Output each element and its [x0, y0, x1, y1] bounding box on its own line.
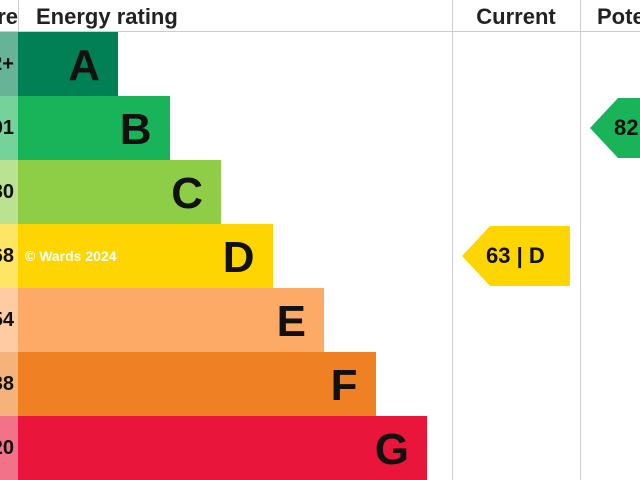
score-cell: [0, 96, 18, 160]
band-bar: [18, 160, 221, 224]
score-cell: [0, 224, 18, 288]
band-bar: [18, 32, 118, 96]
band-bar: [18, 288, 324, 352]
band-letter: A: [68, 41, 100, 90]
score-cell: [0, 32, 18, 96]
score-cell: [0, 352, 18, 416]
watermark: © Wards 2024: [25, 248, 117, 264]
current-arrow: 63 | D: [462, 226, 570, 286]
band-letter: B: [119, 105, 152, 154]
score-cell: [0, 160, 18, 224]
header-line: [0, 31, 640, 32]
band-bar: [18, 416, 427, 480]
score-range: 92+: [0, 53, 14, 75]
score-header: Score: [0, 4, 18, 29]
score-cell: [0, 288, 18, 352]
band-letter: D: [222, 233, 255, 282]
band-bar: [18, 96, 170, 160]
band-bar: [18, 352, 376, 416]
score-cell: [0, 416, 18, 480]
band-bar: [18, 224, 273, 288]
band-letter: E: [276, 297, 306, 346]
score-range: 39-54: [0, 309, 14, 331]
score-range: 1-20: [0, 437, 14, 459]
rating-header: Energy rating: [36, 4, 178, 29]
potential-header: Potential: [597, 4, 640, 29]
divider: [452, 0, 453, 480]
score-range: 55-68: [0, 245, 14, 267]
score-range: 69-80: [0, 181, 14, 203]
band-letter: F: [330, 361, 358, 410]
divider: [580, 0, 581, 480]
current-header: Current: [476, 4, 556, 29]
band-letter: G: [374, 425, 409, 474]
score-range: 81-91: [0, 117, 14, 139]
score-range: 21-38: [0, 373, 14, 395]
potential-arrow: 82 | B: [590, 98, 640, 158]
band-letter: C: [171, 169, 203, 218]
